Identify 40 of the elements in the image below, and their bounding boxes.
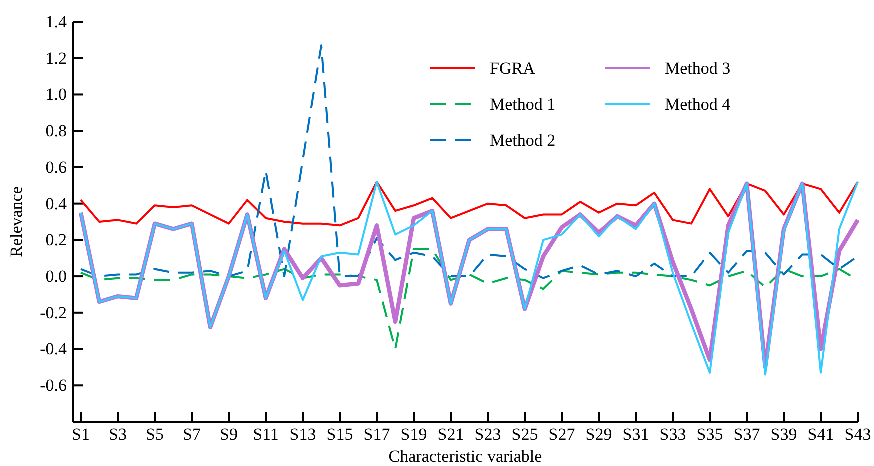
- y-tick-label: 1.4: [46, 12, 68, 32]
- y-tick-label: 0.8: [46, 122, 67, 141]
- x-tick-label: S27: [548, 425, 576, 444]
- legend-label: FGRA: [490, 59, 536, 78]
- x-tick-label: S13: [290, 425, 316, 444]
- legend-label: Method 1: [490, 95, 556, 114]
- y-tick-label: 1.0: [46, 85, 67, 104]
- y-tick-label: -0.6: [40, 376, 67, 396]
- legend-label: Method 3: [665, 59, 731, 78]
- x-tick-label: S3: [109, 425, 127, 444]
- x-tick-label: S1: [72, 425, 90, 444]
- x-tick-label: S21: [438, 425, 464, 444]
- x-tick-label: S19: [400, 425, 428, 444]
- x-axis-title: Characteristic variable: [388, 447, 542, 466]
- x-tick-label: S11: [253, 425, 279, 444]
- x-tick-label: S29: [586, 425, 612, 444]
- x-tick-label: S35: [696, 425, 724, 444]
- x-tick-label: S5: [146, 425, 164, 444]
- x-tick-label: S25: [512, 425, 538, 444]
- x-tick-label: S41: [808, 425, 834, 444]
- legend-label: Method 4: [665, 95, 732, 114]
- x-tick-label: S9: [220, 425, 238, 444]
- y-axis-title: Relevance: [7, 186, 26, 258]
- x-tick-label: S23: [474, 425, 502, 444]
- y-tick-label: 0.6: [46, 158, 67, 177]
- y-tick-label: 1.2: [46, 48, 67, 68]
- x-tick-label: S43: [844, 425, 872, 444]
- x-tick-label: S33: [660, 425, 686, 444]
- y-tick-label: -0.2: [40, 303, 67, 322]
- legend-label: Method 2: [490, 131, 556, 150]
- y-tick-label: -0.4: [40, 340, 68, 359]
- x-tick-label: S15: [326, 425, 354, 444]
- x-tick-label: S17: [364, 425, 391, 444]
- x-tick-label: S7: [183, 425, 202, 444]
- y-tick-label: 0.4: [46, 194, 68, 214]
- x-tick-label: S39: [770, 425, 798, 444]
- y-tick-label: 0.2: [46, 230, 67, 250]
- x-tick-label: S31: [622, 425, 650, 444]
- y-tick-label: 0.0: [46, 266, 67, 286]
- x-tick-label: S37: [734, 425, 761, 444]
